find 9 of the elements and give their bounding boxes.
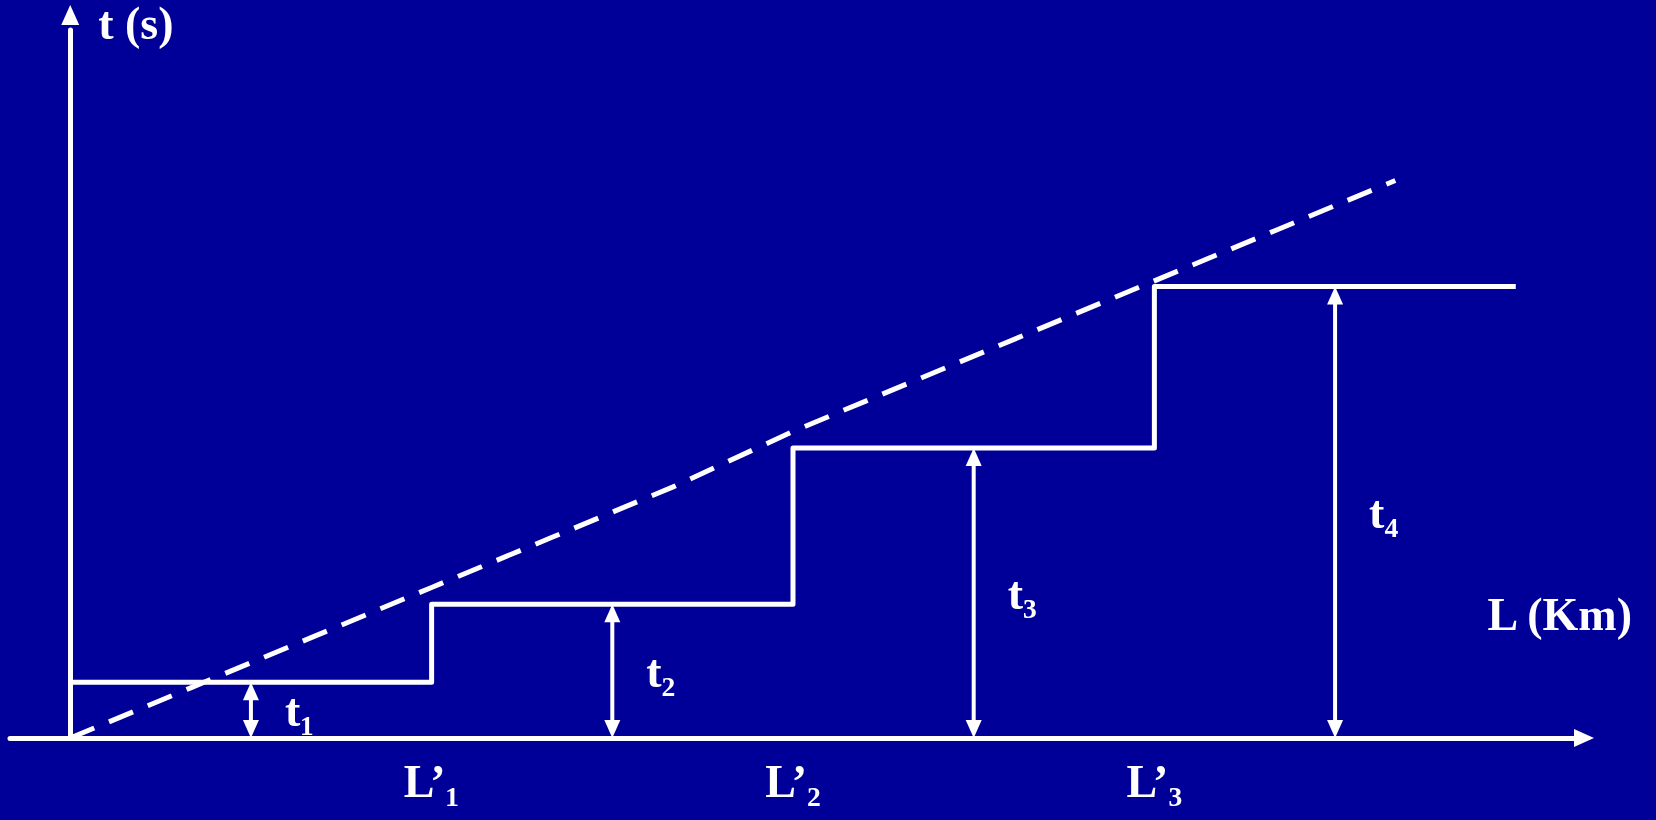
x-tick-label: L’₂ [765, 755, 821, 807]
x-axis-title: L (Km) [1487, 588, 1632, 640]
y-axis-title: t (s) [98, 0, 174, 49]
annotation: t₃ [1007, 567, 1037, 619]
x-tick-label: L’₁ [403, 755, 460, 807]
annotation: t₄ [1369, 486, 1399, 538]
x-tick-label: L’₃ [1126, 755, 1183, 807]
annotation: t₁ [284, 684, 315, 736]
annotation: t₂ [646, 645, 676, 697]
